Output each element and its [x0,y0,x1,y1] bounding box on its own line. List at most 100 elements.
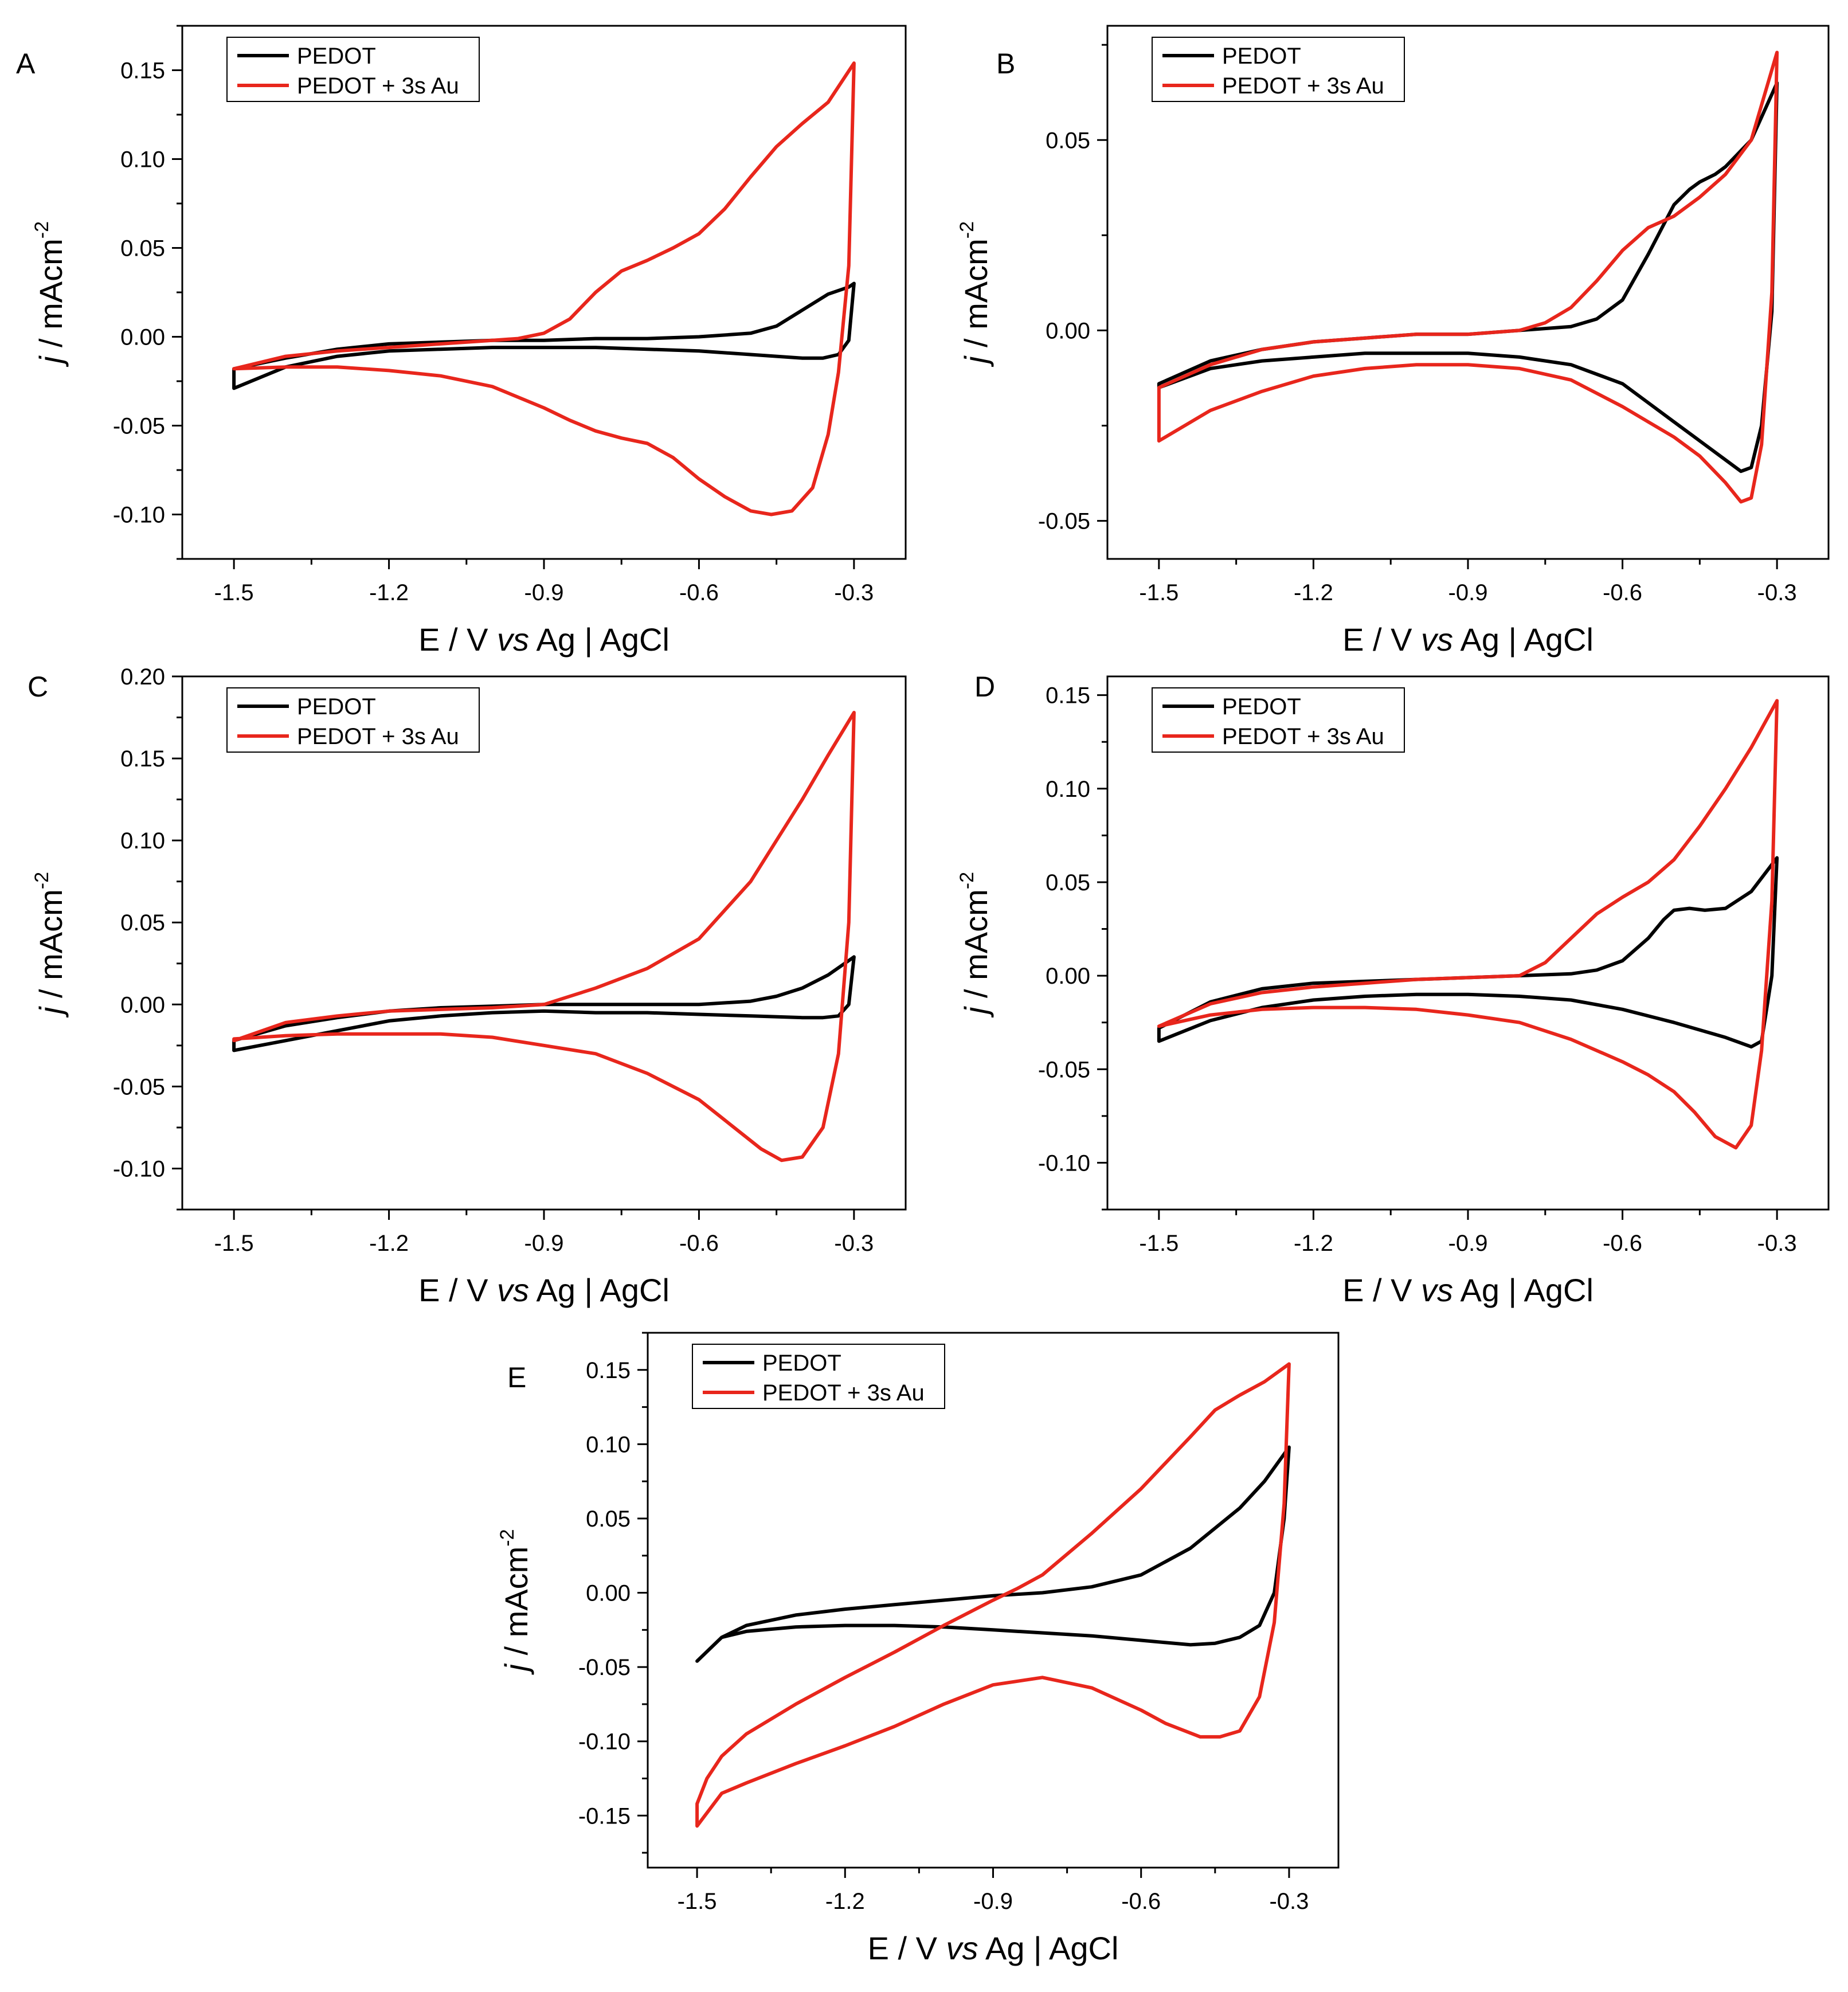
x-tick-label: -0.9 [1448,580,1488,605]
x-tick-label: -0.6 [679,1231,719,1256]
y-tick-label: -0.05 [1038,509,1090,534]
y-tick-label: 0.05 [120,236,165,261]
panel-c: C -1.5 -1.2 -0.9 -0.6 -0.3 -0.10 -0.05 0.00 0.05 0… [28,664,907,1308]
x-tick-label: -1.2 [1294,1231,1333,1256]
y-tick-label: -0.05 [113,1074,165,1099]
legend-label: PEDOT [762,1351,841,1376]
series-line-pedot-au [232,711,856,1163]
panel-letter: B [996,48,1015,80]
x-tick-label: -1.5 [678,1889,717,1914]
x-tick-label: -1.5 [214,1231,254,1256]
series-line-pedot-au [695,1362,1291,1828]
y-tick-label: 0.05 [586,1506,631,1532]
y-tick-label: 0.00 [586,1581,631,1606]
y-axis-title: j / mAcm-2 [956,221,994,367]
x-tick-label: -0.9 [1448,1231,1488,1256]
y-tick-label: -0.15 [578,1803,631,1829]
legend-label: PEDOT [1222,694,1301,719]
x-tick-label: -0.6 [1121,1889,1161,1914]
legend-label: PEDOT + 3s Au [297,73,459,99]
panel-letter: E [507,1361,526,1394]
series-line-pedot-au [1157,50,1779,504]
y-tick-label: -0.10 [113,503,165,528]
y-tick-label: 0.10 [120,147,165,173]
panel-d: D -1.5 -1.2 -0.9 -0.6 -0.3 -0.10 -0.05 0.00 0.05 0… [956,671,1830,1308]
legend: PEDOT PEDOT + 3s Au [692,1344,945,1409]
y-tick-label: 0.15 [1046,683,1090,709]
x-axis-title: E / V vs Ag | AgCl [1342,621,1593,658]
legend-label: PEDOT [297,44,376,69]
y-axis-title: j / mAcm-2 [956,872,994,1018]
x-tick-label: -0.6 [1603,580,1642,605]
panel-b: B -1.5 -1.2 -0.9 -0.6 -0.3 -0.05 0.00 0.05 E / V … [956,25,1830,658]
series-line-pedot-au [1157,699,1779,1150]
legend: PEDOT PEDOT + 3s Au [226,37,480,102]
legend-label: PEDOT [297,694,376,719]
legend-label: PEDOT + 3s Au [1222,724,1384,749]
y-tick-label: 0.20 [120,664,165,690]
y-axis-title: j / mAcm-2 [496,1529,534,1675]
y-tick-label: 0.15 [120,746,165,772]
legend: PEDOT PEDOT + 3s Au [1152,687,1405,753]
y-tick-label: 0.10 [1046,777,1090,802]
panel-letter: D [974,671,995,703]
legend-box [1152,37,1405,102]
y-tick-label: 0.00 [120,992,165,1017]
x-tick-label: -0.3 [834,580,874,605]
legend-label: PEDOT + 3s Au [762,1380,925,1406]
x-tick-label: -1.2 [1294,580,1333,605]
x-axis-title: E / V vs Ag | AgCl [1342,1272,1593,1308]
panel-a: A -1.5 -1.2 -0.9 -0.6 -0.3 -0.10 -0.05 0.00 0.05 0… [16,25,907,658]
y-tick-label: 0.00 [1046,964,1090,989]
y-tick-label: 0.00 [120,325,165,350]
y-tick-label: 0.05 [1046,870,1090,895]
x-tick-label: -0.9 [973,1889,1013,1914]
x-tick-label: -0.9 [524,580,564,605]
legend-box [692,1344,945,1409]
legend-box [226,37,480,102]
legend-box [1152,687,1405,753]
series-line-pedot-au [232,61,856,516]
y-tick-label: -0.10 [113,1156,165,1181]
x-tick-label: -0.3 [834,1231,874,1256]
x-tick-label: -0.3 [1757,1231,1797,1256]
legend-box [226,687,480,753]
x-tick-label: -1.5 [1139,1231,1179,1256]
panel-letter: C [28,671,48,703]
y-tick-label: -0.05 [1038,1057,1090,1082]
x-tick-label: -0.3 [1269,1889,1309,1914]
y-tick-label: -0.10 [578,1729,631,1755]
x-tick-label: -1.2 [369,1231,409,1256]
y-axis-title: j / mAcm-2 [31,221,69,367]
legend-label: PEDOT + 3s Au [1222,73,1384,99]
x-tick-label: -0.9 [524,1231,564,1256]
x-axis-title: E / V vs Ag | AgCl [418,1272,669,1308]
x-tick-label: -0.6 [1603,1231,1642,1256]
x-tick-label: -1.5 [214,580,254,605]
y-tick-label: -0.05 [578,1655,631,1680]
y-tick-label: 0.10 [120,828,165,854]
y-tick-label: 0.05 [1046,128,1090,153]
legend: PEDOT PEDOT + 3s Au [226,687,480,753]
x-tick-label: -1.2 [825,1889,865,1914]
x-tick-label: -0.6 [679,580,719,605]
y-tick-label: 0.05 [120,910,165,936]
y-tick-label: -0.10 [1038,1150,1090,1176]
legend-label: PEDOT [1222,44,1301,69]
y-tick-label: 0.10 [586,1432,631,1457]
panel-letter: A [16,48,36,80]
x-axis-title: E / V vs Ag | AgCl [418,621,669,658]
panel-e: E -1.5 -1.2 -0.9 -0.6 -0.3 -0.15 -0.10 -0.05 0.00… [496,1332,1340,1966]
x-axis-title: E / V vs Ag | AgCl [868,1930,1119,1966]
legend-label: PEDOT + 3s Au [297,724,459,749]
y-tick-label: -0.05 [113,414,165,439]
x-tick-label: -0.3 [1757,580,1797,605]
x-tick-label: -1.2 [369,580,409,605]
legend: PEDOT PEDOT + 3s Au [1152,37,1405,102]
y-tick-label: 0.00 [1046,318,1090,343]
y-tick-label: 0.15 [586,1358,631,1383]
x-tick-label: -1.5 [1139,580,1179,605]
y-axis-title: j / mAcm-2 [31,872,69,1018]
